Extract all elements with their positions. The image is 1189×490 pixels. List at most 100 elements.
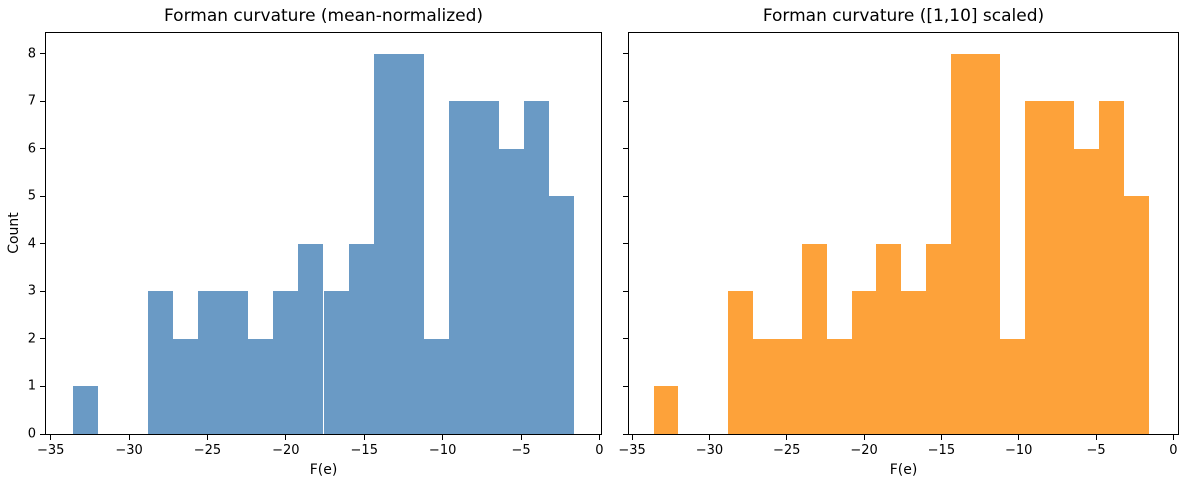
plot-area: −35 −30 −25 −20 −15 −10 −5 0 0 1 2 3 4 5 6 7 8: [28, 32, 604, 458]
histogram-bar: [72, 386, 98, 434]
y-tick-mark: [40, 148, 45, 150]
y-tick-mark: [623, 243, 628, 245]
histogram-bar: [876, 243, 902, 434]
y-tick-mark: [40, 243, 45, 245]
x-tick-mark: [520, 435, 522, 440]
x-tick-label: −20: [272, 443, 300, 458]
x-tick-mark: [940, 435, 942, 440]
y-tick-label: 4: [27, 236, 36, 252]
histogram-bar: [1074, 148, 1100, 434]
x-tick-mark: [50, 435, 52, 440]
chart-title: Forman curvature (mean-normalized): [164, 6, 483, 26]
y-tick-label: 3: [27, 283, 36, 299]
histogram-bar: [1099, 101, 1124, 434]
x-tick-label: −35: [618, 443, 646, 458]
x-tick-label: −15: [350, 443, 378, 458]
y-tick-mark: [623, 53, 628, 55]
histogram-bar: [373, 53, 399, 434]
histogram-bar: [499, 148, 525, 434]
y-tick-mark: [40, 338, 45, 340]
histogram-bar: [851, 291, 877, 434]
x-tick-label: −15: [927, 443, 956, 458]
x-tick-label: −25: [773, 443, 801, 458]
x-tick-mark: [631, 435, 633, 440]
x-tick-mark: [1018, 435, 1020, 440]
histogram-bar: [549, 196, 575, 434]
histogram-bar: [826, 338, 852, 434]
histogram-bar: [223, 291, 249, 434]
x-tick-label: 0: [595, 443, 604, 458]
histogram-bar: [524, 101, 550, 434]
y-tick-label: 1: [27, 378, 36, 394]
x-tick-label: −5: [1086, 443, 1106, 458]
histogram-bar: [727, 291, 753, 434]
y-tick-label: 0: [27, 426, 36, 442]
y-tick-mark: [623, 433, 628, 435]
x-tick-label: −10: [428, 443, 457, 458]
histogram-bar: [975, 53, 1001, 434]
histogram-bar: [273, 291, 299, 434]
histogram-bar: [1049, 101, 1075, 434]
y-tick-mark: [40, 290, 45, 292]
y-tick-label: 5: [27, 188, 36, 204]
x-tick-label: −25: [193, 443, 222, 458]
y-axis-label: Count: [6, 212, 22, 254]
histogram-bar: [1024, 101, 1050, 434]
x-tick-label: −30: [695, 443, 724, 458]
histogram-bar: [298, 243, 324, 434]
x-tick-mark: [285, 435, 287, 440]
y-tick-label: 8: [27, 46, 36, 62]
chart-title: Forman curvature ([1,10] scaled): [762, 6, 1045, 26]
x-tick-mark: [128, 435, 130, 440]
histogram-bar: [198, 291, 224, 434]
x-tick-mark: [363, 435, 365, 440]
x-tick-label: −30: [115, 443, 143, 458]
y-tick-mark: [623, 338, 628, 340]
x-tick-label: −10: [1004, 443, 1033, 458]
y-tick-mark: [623, 148, 628, 150]
x-axis-label: F(e): [889, 462, 918, 478]
y-tick-mark: [40, 53, 45, 55]
x-tick-label: −35: [36, 443, 65, 458]
x-tick-mark: [1172, 435, 1174, 440]
histogram-bar: [950, 53, 976, 434]
histogram-bar: [172, 338, 199, 434]
y-tick-mark: [623, 195, 628, 197]
histogram-bar: [653, 386, 679, 434]
x-tick-label: −20: [850, 443, 878, 458]
y-tick-mark: [40, 195, 45, 197]
x-tick-mark: [442, 435, 444, 440]
histogram-bar: [147, 291, 173, 434]
histogram-bar: [901, 291, 926, 434]
x-tick-mark: [786, 435, 788, 440]
y-tick-label: 7: [27, 93, 36, 109]
y-tick-mark: [40, 433, 45, 435]
histogram-bar: [423, 338, 449, 434]
x-tick-mark: [598, 435, 600, 440]
histogram-bar: [1000, 338, 1025, 434]
histogram-bar: [398, 53, 424, 434]
x-axis-label: F(e): [309, 462, 338, 478]
histogram-bar: [448, 101, 474, 434]
y-tick-label: 2: [27, 331, 36, 347]
histogram-bar: [323, 291, 349, 434]
x-tick-label: −5: [511, 443, 531, 458]
histogram-bar: [777, 338, 803, 434]
histogram-bar: [474, 101, 500, 434]
y-tick-label: 6: [27, 141, 36, 157]
y-tick-mark: [623, 290, 628, 292]
histogram-bar: [248, 338, 274, 434]
y-tick-mark: [40, 100, 45, 102]
y-tick-mark: [40, 385, 45, 387]
histogram-bar: [925, 243, 951, 434]
x-tick-mark: [206, 435, 208, 440]
x-tick-label: 0: [1169, 443, 1178, 458]
histogram-bar: [1123, 196, 1149, 434]
y-tick-mark: [623, 100, 628, 102]
histogram-bar: [348, 243, 374, 434]
x-tick-mark: [708, 435, 710, 440]
y-tick-mark: [623, 385, 628, 387]
